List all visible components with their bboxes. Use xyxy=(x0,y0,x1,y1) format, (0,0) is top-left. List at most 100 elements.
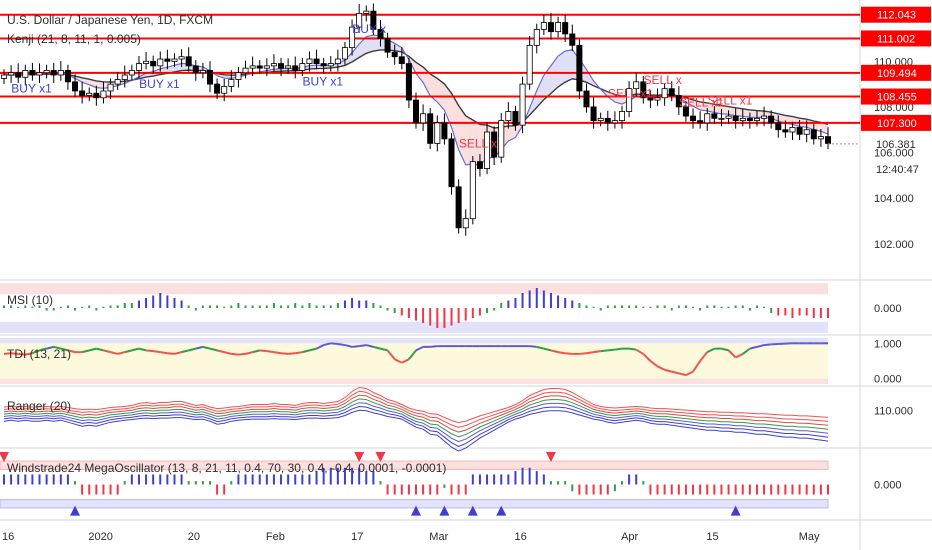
candle-body xyxy=(107,83,114,92)
candle-body xyxy=(278,63,285,69)
tdi-line-segment xyxy=(586,351,594,355)
candle-body xyxy=(36,72,43,76)
mega-lower-band xyxy=(0,499,829,509)
candle-body xyxy=(249,65,256,69)
cloud-segment xyxy=(749,109,757,118)
candle-body xyxy=(661,88,668,99)
tdi-line-segment xyxy=(579,352,587,355)
tdi-line-segment xyxy=(536,345,545,350)
candle-body xyxy=(306,58,313,64)
ranger-band-line xyxy=(3,390,829,428)
tdi-line-segment xyxy=(529,345,537,348)
time-axis-label: 17 xyxy=(351,531,363,543)
candle-body xyxy=(704,113,711,124)
candle-body xyxy=(491,131,498,158)
candle-body xyxy=(405,63,412,101)
candle-body xyxy=(604,117,611,124)
candle-body xyxy=(640,81,647,99)
candle-body xyxy=(732,115,739,122)
candle-body xyxy=(817,136,824,140)
candle-body xyxy=(377,28,384,39)
mega-down-triangle xyxy=(0,452,9,463)
candle-body xyxy=(583,90,590,108)
candle-body xyxy=(0,74,7,79)
tdi-line-segment xyxy=(46,345,54,350)
candle-body xyxy=(420,113,427,124)
candle-body xyxy=(199,70,206,74)
tdi-line-segment xyxy=(721,347,729,352)
price-level-label: 111.002 xyxy=(877,33,915,45)
mega-up-triangle xyxy=(467,505,478,516)
candle-body xyxy=(476,161,483,169)
candle-body xyxy=(356,13,363,28)
candle-body xyxy=(626,88,633,112)
tdi-line-segment xyxy=(53,345,62,350)
candle-body xyxy=(803,129,810,135)
msi-panel: 0.000 xyxy=(0,283,902,333)
tdi-line-segment xyxy=(607,348,615,352)
cloud-segment xyxy=(89,79,97,88)
tdi-line-segment xyxy=(11,352,19,355)
buy-signal-label: BUY x1 xyxy=(139,77,180,91)
tdi-line-segment xyxy=(25,352,33,356)
tdi-line-segment xyxy=(295,351,303,355)
tdi-line-segment xyxy=(231,352,239,356)
tdi-line-segment xyxy=(543,347,552,352)
candle-body xyxy=(22,70,29,78)
cloud-segment xyxy=(536,75,544,108)
tdi-line-segment xyxy=(359,344,367,348)
ranger-band-line xyxy=(3,405,829,447)
tdi-line-segment xyxy=(110,351,118,355)
tdi-line-segment xyxy=(671,370,680,375)
sell-signal-label: SELL x xyxy=(459,137,497,151)
tdi-line-segment xyxy=(160,351,168,355)
candle-body xyxy=(292,65,299,71)
msi-lower-band xyxy=(0,321,828,333)
candle-body xyxy=(29,70,36,76)
cloud-segment xyxy=(366,35,374,54)
candle-body xyxy=(768,115,775,124)
price-level-tag xyxy=(861,6,931,23)
axis-tick-label: 0.000 xyxy=(874,480,902,492)
candle-body xyxy=(697,120,704,124)
cloud-segment xyxy=(458,105,466,165)
candle-body xyxy=(320,63,327,67)
candle-body xyxy=(526,44,533,85)
candle-body xyxy=(448,138,455,188)
candle-body xyxy=(313,58,320,64)
candle-body xyxy=(192,65,199,74)
candle-body xyxy=(810,129,817,140)
candle-body xyxy=(455,186,462,229)
tdi-line-segment xyxy=(223,351,232,355)
axis-tick-label: 110.000 xyxy=(874,405,913,417)
tdi-line-segment xyxy=(678,372,687,377)
candle-body xyxy=(341,47,348,60)
candle-body xyxy=(221,85,228,94)
tdi-line-segment xyxy=(245,351,253,355)
candle-body xyxy=(484,131,491,169)
tdi-line-segment xyxy=(60,347,69,352)
candle-body xyxy=(164,58,171,62)
tdi-line-segment xyxy=(117,351,126,355)
price-level-tag xyxy=(861,88,931,105)
candle-body xyxy=(690,115,697,122)
tdi-line-segment xyxy=(131,347,140,352)
time-axis-label: Mar xyxy=(429,531,448,543)
cloud-segment xyxy=(359,36,367,58)
tdi-line-segment xyxy=(266,350,275,354)
cloud-segment xyxy=(550,56,559,94)
tdi-line-segment xyxy=(749,345,758,350)
candle-body xyxy=(171,58,178,62)
tdi-line-segment xyxy=(18,352,26,356)
candle-body xyxy=(782,129,789,133)
candle-body xyxy=(668,88,675,96)
axis-tick-label: 108.000 xyxy=(874,102,914,114)
last-price-label: 106.381 xyxy=(876,139,916,151)
cloud-segment xyxy=(558,51,566,87)
tdi-line-segment xyxy=(323,342,332,347)
price-level-tag xyxy=(861,64,931,81)
candle-body xyxy=(505,111,512,122)
cloud-segment xyxy=(96,80,104,89)
